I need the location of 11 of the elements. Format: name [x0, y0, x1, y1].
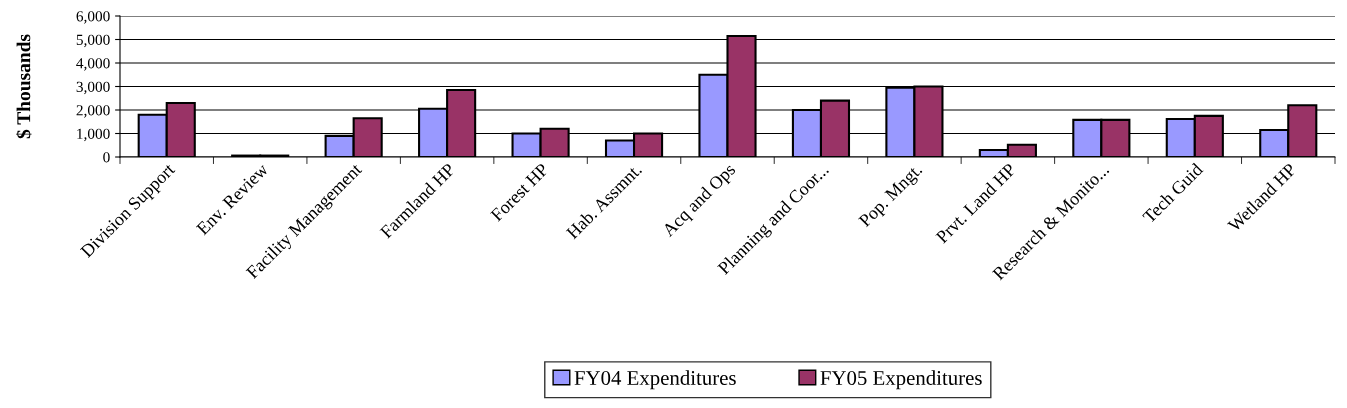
- y-tick-label: 1,000: [77, 128, 110, 142]
- x-tick-label: Acq and Ops: [660, 162, 739, 240]
- y-tick-label: 5,000: [76, 34, 110, 48]
- y-tick-label: 3,000: [76, 81, 110, 95]
- legend-label: FY04 Expenditures: [574, 370, 736, 390]
- y-tick-label: 2,000: [76, 105, 110, 118]
- y-tick-label: 6,000: [76, 11, 110, 24]
- y-tick-label: 0: [103, 152, 110, 163]
- y-tick-label: 4,000: [76, 58, 110, 71]
- legend-label: FY05 Expenditures: [820, 370, 982, 390]
- y-axis-title: $ Thousands: [16, 34, 32, 139]
